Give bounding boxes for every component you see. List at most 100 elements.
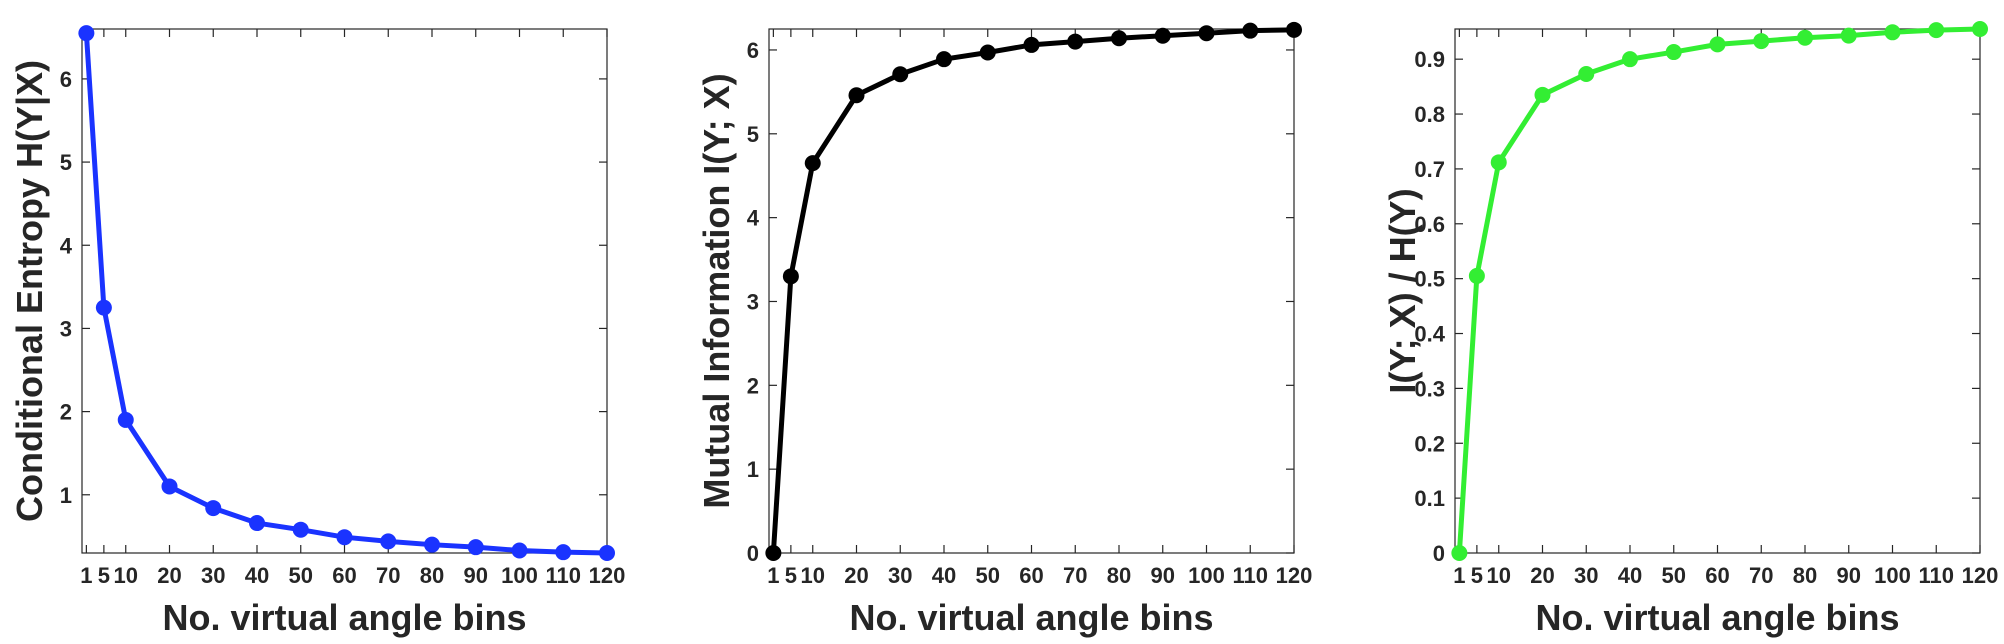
data-point (1534, 86, 1551, 103)
x-tick-label: 60 (1705, 563, 1729, 588)
x-axis-label: No. virtual angle bins (1535, 597, 1899, 638)
chart-2: 1 5 10 20 30 40 50 60 70 80 90 100 110 1200123456No. … (696, 21, 1313, 638)
x-tick-label: 20 (844, 563, 868, 588)
data-point (424, 536, 440, 553)
plot-area-frame (81, 28, 608, 554)
x-tick-label: 10 (1487, 563, 1511, 588)
data-point (848, 87, 865, 104)
x-tick-label: 60 (1019, 563, 1043, 588)
data-point (95, 299, 112, 316)
data-point (336, 529, 353, 546)
x-tick-label: 10 (801, 563, 825, 588)
data-point (1622, 51, 1638, 68)
data-point (161, 478, 178, 495)
data-point (1242, 22, 1259, 39)
y-tick-label: 6 (60, 67, 72, 92)
data-point (511, 542, 528, 559)
chart-3: 1 5 10 20 30 40 50 60 70 80 90 100 110 120 0 0.1 0.2 0.3 0… (1382, 21, 1998, 638)
x-tick-label: 90 (464, 563, 488, 588)
data-point (1972, 21, 1988, 37)
x-tick-label: 100 (1874, 563, 1911, 588)
data-point (1840, 27, 1857, 44)
x-tick-label: 40 (932, 563, 956, 588)
x-tick-label: 120 (1962, 563, 1999, 588)
y-tick-label: 0.9 (1414, 47, 1445, 72)
data-point (892, 66, 909, 83)
data-point (1154, 27, 1171, 44)
x-axis-label: No. virtual angle bins (849, 597, 1213, 638)
y-tick-label: 2 (60, 400, 72, 425)
y-tick-label: 5 (747, 122, 759, 147)
x-tick-label: 1 (80, 563, 92, 588)
data-point (1709, 36, 1726, 53)
x-tick-label: 10 (114, 563, 138, 588)
y-tick-label: 0.1 (1414, 486, 1445, 511)
data-point (1665, 44, 1682, 61)
y-tick-label: 4 (747, 206, 760, 231)
x-tick-label: 1 (767, 563, 779, 588)
data-point (765, 545, 782, 561)
x-tick-label: 50 (289, 563, 313, 588)
data-point (292, 521, 309, 538)
x-tick-label: 120 (1276, 563, 1313, 588)
x-tick-label: 30 (1574, 563, 1598, 588)
y-tick-label: 0 (1433, 541, 1445, 566)
x-tick-label: 70 (1749, 563, 1773, 588)
y-tick-label: 0.8 (1414, 102, 1445, 127)
data-point (979, 44, 996, 61)
x-tick-label: 5 (98, 563, 110, 588)
data-point (78, 25, 95, 42)
x-tick-label: 20 (157, 563, 181, 588)
x-tick-label: 70 (1063, 563, 1087, 588)
data-point (1111, 30, 1127, 47)
y-tick-label: 3 (60, 316, 72, 341)
x-axis-label: No. virtual angle bins (162, 597, 526, 638)
data-point (1286, 21, 1302, 38)
x-tick-label: 70 (376, 563, 400, 588)
data-point (782, 268, 799, 285)
x-tick-label: 20 (1530, 563, 1554, 588)
x-tick-label: 30 (888, 563, 912, 588)
data-point (1451, 545, 1468, 561)
x-tick-label: 110 (1919, 563, 1955, 588)
data-point (1753, 33, 1770, 50)
y-tick-label: 2 (747, 373, 759, 398)
y-tick-label: 4 (60, 233, 73, 258)
y-tick-label: 6 (747, 38, 759, 63)
x-tick-label: 50 (1662, 563, 1686, 588)
data-point (467, 539, 484, 556)
plot-area-frame (1454, 28, 1981, 554)
y-tick-label: 0 (747, 541, 759, 566)
x-tick-label: 90 (1837, 563, 1861, 588)
y-tick-label: 1 (60, 483, 72, 508)
y-tick-label: 0.7 (1414, 157, 1445, 182)
x-tick-label: 40 (1618, 563, 1642, 588)
data-point (1067, 33, 1084, 50)
data-point (1884, 24, 1901, 41)
data-point (1490, 154, 1507, 171)
data-point (1198, 25, 1215, 42)
x-tick-label: 5 (1471, 563, 1483, 588)
x-tick-label: 80 (1107, 563, 1131, 588)
y-tick-label: 0.2 (1414, 431, 1445, 456)
data-point (599, 545, 615, 561)
data-point (1578, 65, 1595, 82)
x-tick-label: 40 (245, 563, 269, 588)
data-point (1023, 36, 1040, 53)
x-tick-label: 5 (785, 563, 797, 588)
data-point (804, 155, 821, 172)
x-tick-label: 80 (420, 563, 444, 588)
x-tick-label: 120 (589, 563, 626, 588)
y-tick-label: 0.5 (1414, 267, 1445, 292)
data-point (205, 500, 222, 517)
data-point (1797, 29, 1813, 46)
y-tick-label: 0.4 (1414, 322, 1445, 347)
plot-area-frame (768, 28, 1295, 554)
data-point (249, 515, 265, 532)
x-tick-label: 90 (1151, 563, 1175, 588)
x-tick-label: 30 (201, 563, 225, 588)
x-tick-label: 1 (1453, 563, 1465, 588)
